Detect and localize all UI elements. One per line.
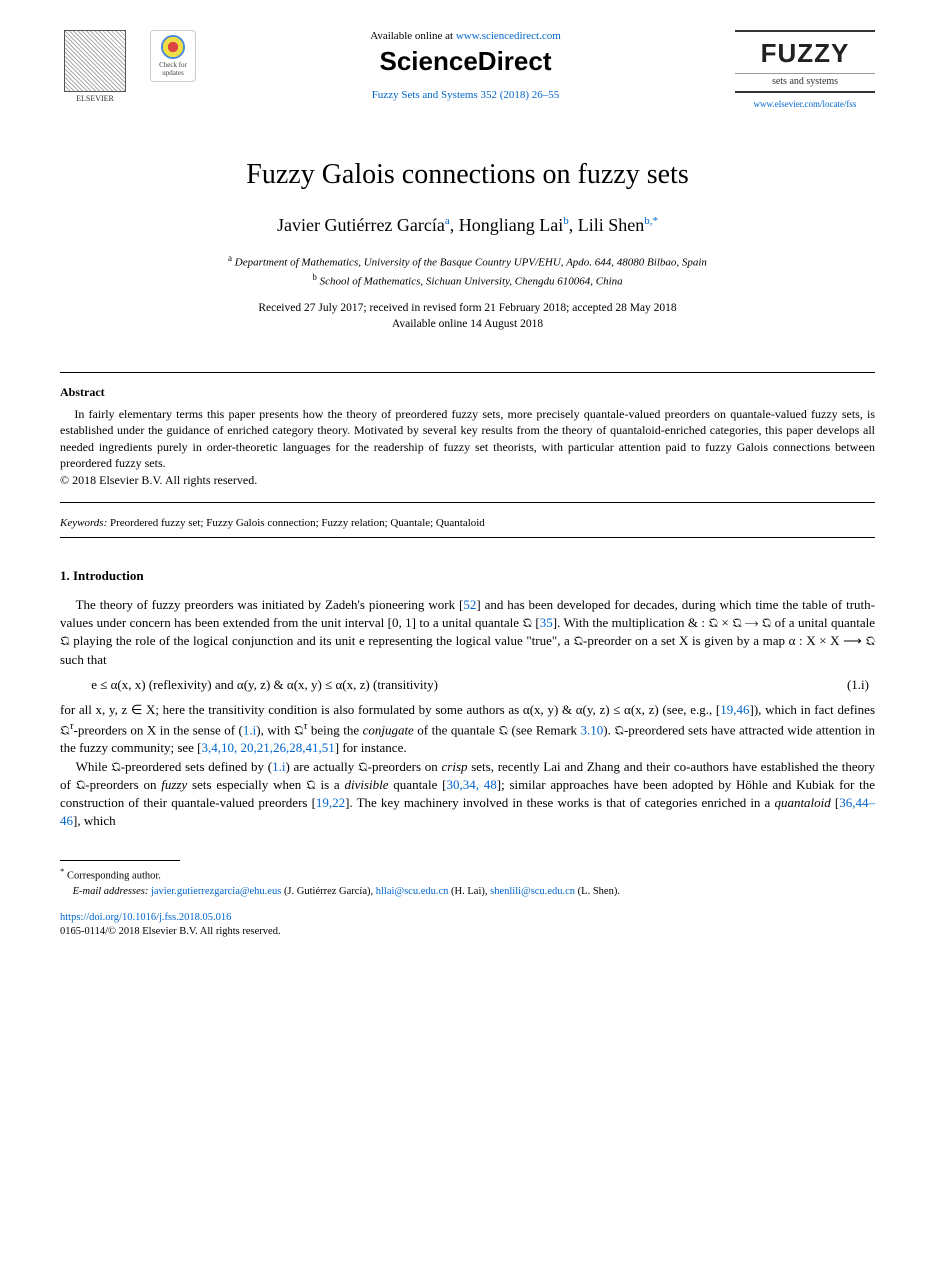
cite-19-46[interactable]: 19,46 bbox=[720, 702, 749, 717]
crossmark-icon bbox=[161, 35, 185, 59]
eqref-1i-b[interactable]: 1.i bbox=[272, 759, 285, 774]
crossmark-label: Check for updates bbox=[153, 61, 193, 77]
header-center: Available online at www.sciencedirect.co… bbox=[196, 30, 735, 101]
doi-link[interactable]: https://doi.org/10.1016/j.fss.2018.05.01… bbox=[60, 912, 231, 923]
footnotes: * Corresponding author. E-mail addresses… bbox=[60, 865, 875, 899]
author-2: Hongliang Lai bbox=[459, 215, 563, 235]
email-author-3[interactable]: shenlili@scu.edu.cn bbox=[490, 886, 575, 897]
cite-35[interactable]: 35 bbox=[540, 615, 553, 630]
section-1-para-3: While 𝔔-preordered sets defined by (1.i)… bbox=[60, 758, 875, 831]
available-online: Available online at www.sciencedirect.co… bbox=[196, 30, 735, 42]
rule-mid bbox=[60, 502, 875, 503]
equation-1i-label: (1.i) bbox=[847, 677, 875, 693]
issn-copyright: 0165-0114/© 2018 Elsevier B.V. All right… bbox=[60, 926, 281, 937]
elsevier-label: ELSEVIER bbox=[60, 94, 130, 103]
available-prefix: Available online at bbox=[370, 30, 456, 42]
cite-19-22[interactable]: 19,22 bbox=[316, 795, 345, 810]
authors: Javier Gutiérrez Garcíaa, Hongliang Laib… bbox=[60, 215, 875, 236]
keywords-text: Preordered fuzzy set; Fuzzy Galois conne… bbox=[110, 517, 485, 529]
elsevier-tree-icon bbox=[64, 30, 126, 92]
abstract-heading: Abstract bbox=[60, 385, 875, 400]
equation-1i-body: e ≤ α(x, x) (reflexivity) and α(y, z) & … bbox=[91, 677, 438, 693]
article-title: Fuzzy Galois connections on fuzzy sets bbox=[60, 159, 875, 191]
cite-30-34-48[interactable]: 30,34, 48 bbox=[446, 777, 496, 792]
footnote-emails: E-mail addresses: javier.gutierrezgarcia… bbox=[60, 885, 875, 900]
doi-block: https://doi.org/10.1016/j.fss.2018.05.01… bbox=[60, 911, 875, 938]
article-dates: Received 27 July 2017; received in revis… bbox=[60, 300, 875, 332]
cite-group-1[interactable]: 3,4,10, 20,21,26,28,41,51 bbox=[202, 740, 335, 755]
abstract-text: In fairly elementary terms this paper pr… bbox=[60, 406, 875, 471]
crossmark-badge[interactable]: Check for updates bbox=[150, 30, 196, 82]
affiliation-a: Department of Mathematics, University of… bbox=[232, 257, 707, 269]
dates-line2: Available online 14 August 2018 bbox=[392, 318, 543, 330]
eqref-1i-a[interactable]: 1.i bbox=[243, 722, 256, 737]
cite-52[interactable]: 52 bbox=[463, 597, 476, 612]
author-2-aff[interactable]: b bbox=[563, 215, 569, 227]
footnote-rule bbox=[60, 860, 180, 861]
section-1-para-1: The theory of fuzzy preorders was initia… bbox=[60, 596, 875, 669]
affiliations: a Department of Mathematics, University … bbox=[60, 252, 875, 290]
ref-remark-3-10[interactable]: 3.10 bbox=[581, 722, 604, 737]
email-author-1[interactable]: javier.gutierrezgarcia@ehu.eus bbox=[151, 886, 281, 897]
available-url-link[interactable]: www.sciencedirect.com bbox=[456, 30, 561, 42]
keywords-row: Keywords: Preordered fuzzy set; Fuzzy Ga… bbox=[60, 517, 875, 529]
section-1-heading: 1. Introduction bbox=[60, 568, 875, 584]
elsevier-logo: ELSEVIER bbox=[60, 30, 130, 103]
author-3: Lili Shen bbox=[578, 215, 645, 235]
header-row: ELSEVIER Check for updates Available onl… bbox=[60, 30, 875, 109]
dates-line1: Received 27 July 2017; received in revis… bbox=[258, 302, 676, 314]
journal-cover-logo: FUZZY bbox=[735, 30, 875, 74]
equation-1i: e ≤ α(x, x) (reflexivity) and α(y, z) & … bbox=[91, 677, 875, 693]
header-right: FUZZY sets and systems www.elsevier.com/… bbox=[735, 30, 875, 109]
keywords-label: Keywords: bbox=[60, 517, 110, 529]
author-1-aff[interactable]: a bbox=[445, 215, 450, 227]
author-3-aff[interactable]: b,* bbox=[644, 215, 658, 227]
sciencedirect-logo: ScienceDirect bbox=[196, 46, 735, 77]
journal-reference[interactable]: Fuzzy Sets and Systems 352 (2018) 26–55 bbox=[196, 89, 735, 101]
email-author-2[interactable]: hllai@scu.edu.cn bbox=[376, 886, 449, 897]
fuzzy-logo-title: FUZZY bbox=[735, 38, 875, 69]
rule-top bbox=[60, 372, 875, 373]
rule-bottom bbox=[60, 537, 875, 538]
header-left: ELSEVIER Check for updates bbox=[60, 30, 196, 103]
footnote-corresponding: * Corresponding author. bbox=[60, 865, 875, 884]
page-container: ELSEVIER Check for updates Available onl… bbox=[0, 0, 935, 979]
section-1-para-2: for all x, y, z ∈ X; here the transitivi… bbox=[60, 701, 875, 758]
author-1: Javier Gutiérrez García bbox=[277, 215, 445, 235]
journal-homepage-url[interactable]: www.elsevier.com/locate/fss bbox=[735, 99, 875, 109]
fuzzy-logo-subtitle: sets and systems bbox=[735, 76, 875, 93]
affiliation-b: School of Mathematics, Sichuan Universit… bbox=[317, 276, 623, 288]
abstract-copyright: © 2018 Elsevier B.V. All rights reserved… bbox=[60, 473, 875, 488]
